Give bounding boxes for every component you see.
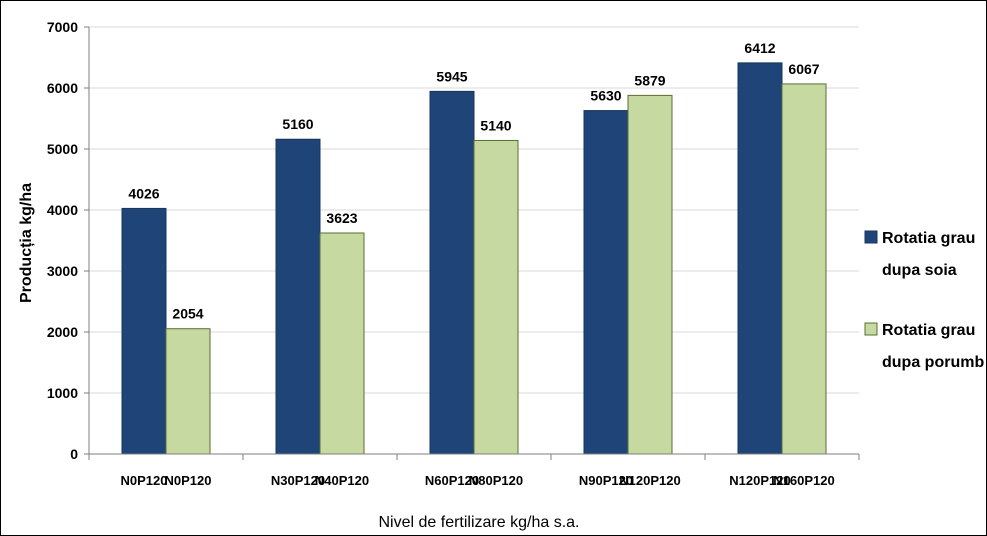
bar	[737, 62, 783, 455]
y-tick-label: 1000	[47, 385, 78, 401]
x-category-label: N80P120	[469, 473, 523, 488]
axes	[88, 27, 860, 460]
x-axis-title: Nivel de fertilizare kg/ha s.a.	[379, 514, 580, 531]
bar	[781, 83, 827, 455]
data-label: 5160	[282, 116, 313, 132]
x-category-label: N90P120	[579, 473, 633, 488]
bar	[429, 90, 475, 455]
x-category-label: N0P120	[165, 473, 212, 488]
x-category-label: N30P120	[271, 473, 325, 488]
y-tick-label: 7000	[47, 19, 78, 35]
data-label: 5879	[634, 72, 665, 88]
y-tick-label: 5000	[47, 141, 78, 157]
x-category-label: N0P120	[121, 473, 168, 488]
bar	[275, 138, 321, 455]
y-tick-label: 3000	[47, 263, 78, 279]
bar	[121, 207, 167, 455]
data-label: 3623	[326, 210, 357, 226]
x-category-label: N60P120	[425, 473, 479, 488]
bar	[165, 328, 211, 455]
data-label: 6412	[744, 40, 775, 56]
data-label: 5945	[436, 68, 467, 84]
data-label: 6067	[788, 61, 819, 77]
bar	[319, 232, 365, 455]
y-tick-label: 6000	[47, 80, 78, 96]
y-tick-label: 4000	[47, 202, 78, 218]
data-label: 2054	[172, 306, 203, 322]
bar	[583, 110, 629, 455]
data-labels: 4026 2054 5160 3623 5945 5140 5630 5879 6412 6067	[128, 40, 819, 322]
legend-swatch	[864, 230, 878, 244]
legend: Rotatia grau dupa soia Rotatia grau dupa po…	[864, 230, 984, 371]
y-axis-title: Producția kg/ha	[18, 183, 35, 303]
x-category-label: N120P120	[619, 473, 680, 488]
data-label: 5630	[590, 88, 621, 104]
y-tick-labels: 0 1000 2000 3000 4000 5000 6000 7000	[47, 19, 89, 462]
y-tick-label: 0	[70, 446, 78, 462]
bars	[121, 62, 827, 455]
x-category-label: N120P120	[729, 473, 790, 488]
data-label: 5140	[480, 117, 511, 133]
legend-label: dupa porumb	[882, 354, 984, 371]
legend-label: dupa soia	[882, 262, 957, 279]
legend-label: Rotatia grau	[882, 322, 975, 339]
data-label: 4026	[128, 185, 159, 201]
bar	[627, 94, 673, 455]
legend-swatch	[864, 322, 878, 336]
bar	[473, 139, 519, 455]
x-category-label: N160P120	[773, 473, 834, 488]
x-category-label: N40P120	[315, 473, 369, 488]
y-tick-label: 2000	[47, 324, 78, 340]
legend-label: Rotatia grau	[882, 230, 975, 247]
